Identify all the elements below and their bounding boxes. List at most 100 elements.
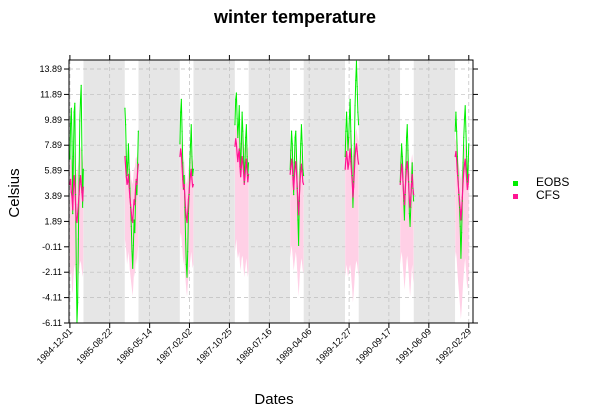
eobs-point [293, 162, 295, 164]
eobs-point [298, 200, 300, 202]
cfs-point [187, 199, 190, 201]
cfs-point [355, 148, 357, 150]
eobs-point [242, 130, 244, 132]
cfs-point [299, 181, 301, 183]
eobs-point [466, 155, 468, 158]
eobs-point [125, 155, 127, 158]
eobs-point [295, 155, 298, 158]
x-tick-label: 1992-02-29 [434, 326, 474, 366]
cfs-point [128, 186, 130, 188]
y-tick-label: 5.89 [44, 166, 62, 176]
eobs-point [234, 124, 236, 126]
eobs-point [132, 244, 135, 247]
eobs-point [291, 143, 293, 145]
cfs-point [240, 176, 242, 178]
eobs-point [135, 181, 137, 183]
eobs-point [467, 168, 469, 170]
eobs-point [237, 136, 239, 139]
eobs-point [245, 124, 247, 126]
eobs-line [69, 85, 84, 323]
eobs-point [405, 136, 408, 139]
eobs-point [350, 130, 352, 132]
cfs-point [192, 186, 194, 188]
cfs-point [399, 183, 401, 186]
eobs-point [296, 187, 298, 189]
cfs-point [182, 178, 184, 180]
cfs-range-band [345, 128, 359, 303]
cfs-point [238, 148, 240, 150]
eobs-point [404, 194, 406, 196]
eobs-point [247, 174, 249, 177]
eobs-point [405, 168, 407, 170]
shaded-period [138, 60, 180, 323]
cfs-point [125, 176, 127, 178]
cfs-point [69, 183, 71, 186]
cfs-point [410, 196, 412, 198]
cfs-point [78, 194, 80, 196]
cfs-point [70, 178, 72, 180]
cfs-point [458, 191, 460, 193]
cfs-point [401, 163, 403, 165]
x-tick-label: 1987-02-02 [154, 326, 194, 366]
cfs-point [129, 196, 131, 198]
cfs-line [399, 161, 415, 208]
x-tick-label: 1985-08-22 [74, 326, 114, 366]
eobs-point [74, 194, 77, 196]
cfs-point [464, 158, 466, 160]
eobs-point [131, 251, 133, 253]
y-tick-label: 9.89 [44, 115, 62, 125]
y-tick-label: 3.89 [44, 191, 62, 201]
eobs-point [245, 136, 247, 139]
eobs-point [247, 162, 250, 164]
cfs-point [404, 191, 406, 193]
cfs-point [413, 194, 415, 196]
eobs-point [241, 111, 243, 113]
cfs-point [77, 213, 79, 215]
x-tick-label: 1986-05-14 [114, 326, 154, 366]
y-axis-label: Celsius [6, 168, 23, 217]
cfs-point [235, 138, 237, 140]
eobs-line [344, 61, 360, 208]
y-tick-label: -0.11 [42, 242, 62, 252]
eobs-point [353, 143, 355, 145]
eobs-point [295, 130, 297, 132]
y-tick-label: 1.89 [44, 216, 62, 226]
eobs-point [345, 130, 347, 132]
cfs-point [182, 188, 185, 191]
cfs-point [350, 160, 352, 163]
eobs-point [401, 155, 403, 158]
eobs-point [238, 105, 240, 107]
cfs-point [134, 204, 136, 206]
eobs-point [243, 181, 245, 183]
cfs-point [406, 160, 408, 163]
cfs-point [124, 155, 126, 158]
cfs-point [244, 176, 246, 178]
cfs-point [127, 173, 130, 175]
cfs-point [347, 168, 349, 170]
cfs-point [186, 221, 188, 224]
cfs-point [460, 219, 462, 221]
cfs-point [81, 191, 83, 193]
eobs-point [292, 174, 294, 177]
y-axis: -6.11 -4.11 -2.11 -0.11 1.89 3.89 5.89 7.89 9.89… [39, 64, 478, 328]
eobs-point [82, 168, 84, 170]
eobs-point [134, 200, 137, 202]
eobs-point [408, 181, 410, 183]
eobs-point [454, 130, 456, 132]
eobs-point [353, 181, 355, 183]
cfs-point [298, 196, 300, 198]
eobs-point [346, 130, 348, 132]
eobs-point [400, 162, 402, 164]
x-tick-label: 1990-09-17 [354, 326, 394, 366]
cfs-point [192, 183, 194, 186]
cfs-point [183, 183, 185, 186]
cfs-point [408, 183, 410, 186]
eobs-point [189, 162, 191, 164]
cfs-point [345, 158, 347, 160]
cfs-point [345, 150, 348, 153]
cfs-point [297, 201, 299, 203]
cfs-point [72, 187, 75, 189]
eobs-line [234, 92, 250, 182]
cfs-point [289, 173, 291, 175]
